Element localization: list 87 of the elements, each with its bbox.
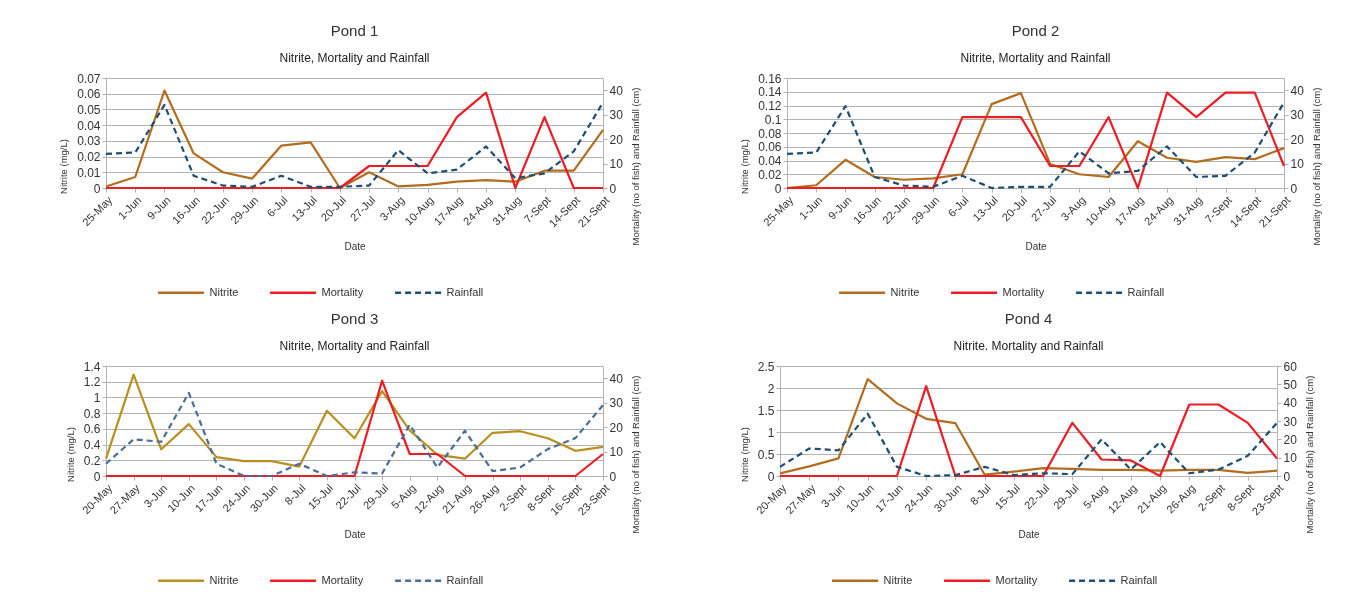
y-tick-label: 0 bbox=[93, 181, 101, 196]
legend-label: Mortality bbox=[321, 285, 364, 298]
y-tick-label: 1.5 bbox=[757, 403, 775, 418]
y-tick-label: 1.4 bbox=[83, 359, 101, 374]
line-series bbox=[104, 373, 605, 468]
y-tick-label: 0.06 bbox=[77, 87, 101, 102]
y2-axis-title: Mortality (no of fish) and Rainfall (cm) bbox=[1310, 87, 1322, 246]
y-tick-label: 0 bbox=[767, 469, 775, 484]
legend-label: Nitrite bbox=[890, 285, 920, 298]
chart-subtitle: Nitrite, Mortality and Rainfall bbox=[279, 51, 430, 65]
y2-tick-label: 30 bbox=[1283, 414, 1298, 429]
y-tick-label: 0.2 bbox=[83, 453, 101, 468]
chart-subtitle: Nitrite. Mortality and Rainfall bbox=[953, 339, 1104, 353]
y2-tick-label: 10 bbox=[609, 157, 624, 172]
y-axis-title: Nitrite (mg/L) bbox=[738, 427, 750, 482]
x-axis-title: Date bbox=[344, 240, 366, 252]
y-tick-label: 0 bbox=[774, 181, 782, 196]
legend-label: Rainfall bbox=[446, 285, 484, 298]
y2-tick-label: 0 bbox=[1283, 469, 1291, 484]
y2-tick-label: 40 bbox=[609, 371, 624, 386]
y2-tick-label: 30 bbox=[1290, 108, 1305, 123]
legend-label: Rainfall bbox=[446, 573, 484, 586]
y-tick-label: 0 bbox=[93, 469, 101, 484]
y2-tick-label: 50 bbox=[1283, 377, 1298, 392]
y-axis-title: Nitrite (mg/L) bbox=[739, 139, 751, 194]
y2-tick-label: 30 bbox=[609, 108, 624, 123]
chart-subtitle: Nitrite, Mortality and Rainfall bbox=[960, 51, 1111, 65]
chart-subtitle: Nitrite, Mortality and Rainfall bbox=[279, 339, 430, 353]
y-tick-label: 0.05 bbox=[77, 102, 101, 117]
y-tick-label: 0.07 bbox=[77, 71, 101, 86]
y-tick-label: 0.02 bbox=[758, 167, 782, 182]
y-tick-label: 0.02 bbox=[77, 150, 101, 165]
y2-tick-label: 40 bbox=[1283, 396, 1298, 411]
y-tick-label: 2.5 bbox=[757, 359, 775, 374]
y-tick-label: 2 bbox=[767, 381, 775, 396]
y-tick-label: 0.08 bbox=[758, 126, 782, 141]
chart-title: Pond 1 bbox=[330, 22, 379, 39]
y2-tick-label: 10 bbox=[609, 445, 624, 460]
y-tick-label: 0.6 bbox=[83, 422, 101, 437]
y2-tick-label: 10 bbox=[1283, 451, 1298, 466]
x-axis-title: Date bbox=[1025, 240, 1047, 252]
y2-axis-title: Mortality (no of fish) and Rainfall (cm) bbox=[1303, 375, 1315, 534]
legend-label: Nitrite bbox=[883, 573, 913, 586]
legend-label: Mortality bbox=[995, 573, 1038, 586]
x-axis-title: Date bbox=[344, 528, 366, 540]
y2-axis-title: Mortality (no of fish) and Rainfall (cm) bbox=[629, 375, 641, 534]
y-tick-label: 0.04 bbox=[758, 154, 782, 168]
y-tick-label: 0.12 bbox=[758, 99, 782, 113]
legend-label: Nitrite bbox=[209, 285, 239, 298]
chart-title: Pond 3 bbox=[330, 310, 379, 327]
y2-tick-label: 10 bbox=[1290, 157, 1305, 172]
y-tick-label: 0.16 bbox=[758, 71, 782, 86]
y-tick-label: 1.2 bbox=[83, 375, 101, 390]
chart-title: Pond 4 bbox=[1004, 310, 1053, 327]
y2-tick-label: 0 bbox=[609, 469, 617, 484]
y-tick-label: 0.5 bbox=[757, 447, 775, 462]
y2-tick-label: 0 bbox=[1290, 181, 1298, 196]
y2-tick-label: 0 bbox=[609, 181, 617, 196]
y-tick-label: 0.8 bbox=[83, 406, 101, 421]
line-series bbox=[778, 412, 1279, 478]
y2-tick-label: 60 bbox=[1283, 359, 1298, 374]
y-tick-label: 1 bbox=[93, 390, 101, 405]
legend-label: Nitrite bbox=[209, 573, 239, 586]
legend-label: Mortality bbox=[1002, 285, 1045, 298]
y-tick-label: 0.04 bbox=[77, 118, 101, 133]
y-tick-label: 0.06 bbox=[758, 140, 782, 155]
legend-label: Rainfall bbox=[1127, 285, 1165, 298]
y-axis-title: Nitrite (mg/L) bbox=[64, 427, 76, 482]
legend-label: Rainfall bbox=[1120, 573, 1158, 586]
legend-label: Mortality bbox=[321, 573, 364, 586]
y2-tick-label: 20 bbox=[609, 132, 624, 147]
y-tick-label: 0.4 bbox=[83, 438, 101, 453]
y2-tick-label: 20 bbox=[609, 420, 624, 435]
x-axis-title: Date bbox=[1018, 528, 1040, 540]
chart-title: Pond 2 bbox=[1011, 22, 1060, 39]
y2-tick-label: 40 bbox=[609, 83, 624, 98]
y-tick-label: 0.03 bbox=[77, 134, 101, 149]
y-tick-label: 0.01 bbox=[77, 165, 101, 180]
y-tick-label: 0.1 bbox=[764, 112, 782, 127]
y2-tick-label: 30 bbox=[609, 396, 624, 411]
y-axis-title: Nitrite (mg/L) bbox=[58, 139, 70, 194]
y-tick-label: 0.14 bbox=[758, 85, 782, 100]
y2-axis-title: Mortality (no of fish) and Rainfall (cm) bbox=[629, 87, 641, 246]
y2-tick-label: 20 bbox=[1290, 132, 1305, 147]
y-tick-label: 1 bbox=[767, 425, 775, 440]
y2-tick-label: 20 bbox=[1283, 432, 1298, 447]
y2-tick-label: 40 bbox=[1290, 83, 1305, 98]
